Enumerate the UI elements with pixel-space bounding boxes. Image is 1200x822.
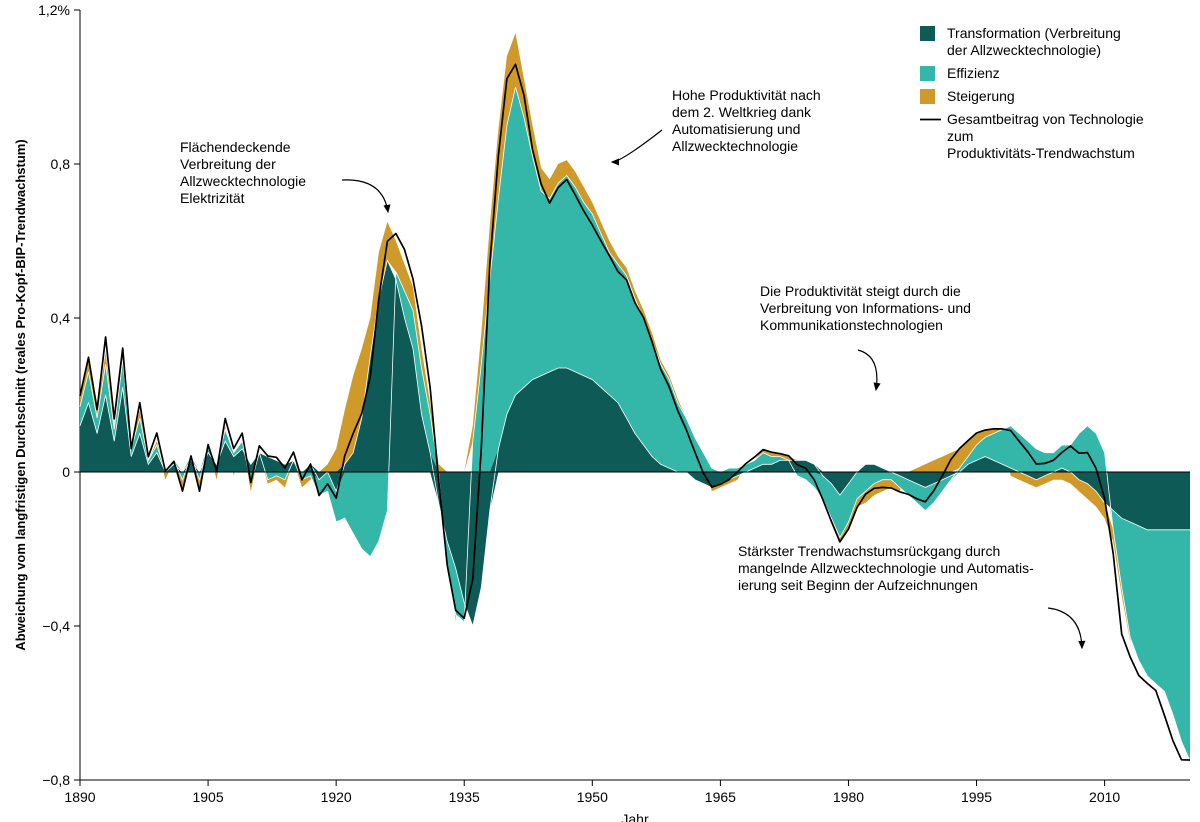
svg-text:Effizienz: Effizienz <box>947 65 1000 81</box>
svg-text:−0,4: −0,4 <box>42 618 70 634</box>
svg-text:−0,8: −0,8 <box>42 772 70 788</box>
svg-text:Stärkster Trendwachstumsrückga: Stärkster Trendwachstumsrückgang durch <box>738 543 1000 559</box>
svg-text:Produktivitäts-Trendwachstum: Produktivitäts-Trendwachstum <box>947 145 1135 161</box>
svg-text:0,8: 0,8 <box>51 156 71 172</box>
svg-text:Allzwecktechnologie: Allzwecktechnologie <box>672 138 798 154</box>
svg-text:1,2%: 1,2% <box>38 2 70 18</box>
svg-text:Allzwecktechnologie: Allzwecktechnologie <box>180 173 306 189</box>
svg-text:1890: 1890 <box>64 789 95 805</box>
svg-text:0,4: 0,4 <box>51 310 71 326</box>
svg-text:Automatisierung und: Automatisierung und <box>672 121 800 137</box>
svg-text:1965: 1965 <box>705 789 736 805</box>
svg-text:zum: zum <box>947 128 973 144</box>
svg-text:Elektrizität: Elektrizität <box>180 190 245 206</box>
svg-text:1920: 1920 <box>321 789 352 805</box>
svg-text:2010: 2010 <box>1089 789 1120 805</box>
svg-text:Gesamtbeitrag von Technologie: Gesamtbeitrag von Technologie <box>947 111 1144 127</box>
svg-text:der Allzwecktechnologie): der Allzwecktechnologie) <box>947 42 1101 58</box>
svg-text:1950: 1950 <box>577 789 608 805</box>
svg-text:Die Produktivität steigt durch: Die Produktivität steigt durch die <box>760 283 961 299</box>
svg-text:Flächendeckende: Flächendeckende <box>180 139 291 155</box>
svg-text:0: 0 <box>62 464 70 480</box>
chart-svg: −0,8 −0,4 0 0,4 0,8 1,2% 1890 1905 1920 1935 1950 1… <box>0 0 1200 822</box>
svg-text:Hohe Produktivität nach: Hohe Produktivität nach <box>672 87 821 103</box>
svg-text:1980: 1980 <box>833 789 864 805</box>
svg-text:Jahr: Jahr <box>621 811 649 822</box>
svg-text:mangelnde Allzwecktechnologie: mangelnde Allzwecktechnologie und Automa… <box>738 560 1034 576</box>
svg-text:Transformation (Verbreitung: Transformation (Verbreitung <box>947 25 1121 41</box>
svg-text:Verbreitung der: Verbreitung der <box>180 156 276 172</box>
svg-text:Verbreitung von Informations-: Verbreitung von Informations- und <box>760 300 971 316</box>
svg-text:ierung seit Beginn der Aufzeic: ierung seit Beginn der Aufzeichnungen <box>738 577 978 593</box>
productivity-chart: −0,8 −0,4 0 0,4 0,8 1,2% 1890 1905 1920 1935 1950 1… <box>0 0 1200 822</box>
svg-text:Abweichung vom langfristigen D: Abweichung vom langfristigen Durchschnit… <box>13 139 28 650</box>
svg-text:Steigerung: Steigerung <box>947 88 1015 104</box>
svg-text:dem 2. Weltkrieg dank: dem 2. Weltkrieg dank <box>672 104 812 120</box>
svg-text:1905: 1905 <box>192 789 223 805</box>
svg-text:Kommunikationstechnologien: Kommunikationstechnologien <box>760 317 943 333</box>
svg-text:1995: 1995 <box>961 789 992 805</box>
svg-text:1935: 1935 <box>449 789 480 805</box>
